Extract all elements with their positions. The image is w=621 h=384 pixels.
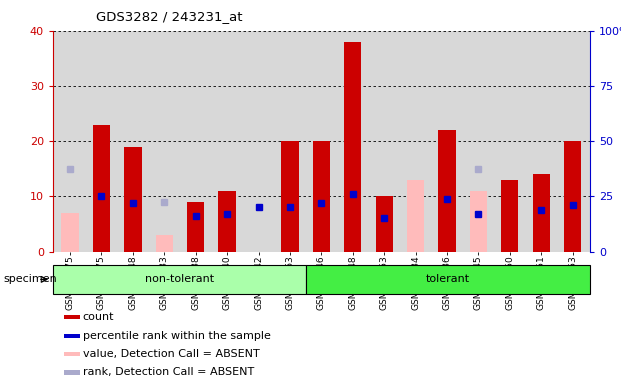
Bar [470, 191, 487, 252]
Bar [63, 333, 79, 338]
Bar [501, 180, 519, 252]
Bar [344, 42, 361, 252]
Text: percentile rank within the sample: percentile rank within the sample [83, 331, 271, 341]
Bar [306, 265, 590, 294]
Text: rank, Detection Call = ABSENT: rank, Detection Call = ABSENT [83, 367, 254, 377]
Bar [187, 202, 204, 252]
Bar [438, 130, 456, 252]
Text: specimen: specimen [3, 274, 57, 285]
Bar [93, 124, 110, 252]
Text: non-tolerant: non-tolerant [145, 274, 214, 285]
Bar [281, 141, 299, 252]
Bar [156, 235, 173, 252]
Bar [53, 265, 306, 294]
Bar [533, 174, 550, 252]
Bar [63, 352, 79, 356]
Bar [407, 180, 424, 252]
Bar [376, 196, 393, 252]
Bar [124, 147, 142, 252]
Bar [313, 141, 330, 252]
Bar [63, 370, 79, 375]
Text: GDS3282 / 243231_at: GDS3282 / 243231_at [96, 10, 243, 23]
Bar [61, 213, 79, 252]
Text: tolerant: tolerant [426, 274, 470, 285]
Bar [63, 315, 79, 319]
Bar [564, 141, 581, 252]
Text: value, Detection Call = ABSENT: value, Detection Call = ABSENT [83, 349, 260, 359]
Bar [187, 202, 204, 252]
Text: count: count [83, 312, 114, 322]
Bar [219, 191, 236, 252]
